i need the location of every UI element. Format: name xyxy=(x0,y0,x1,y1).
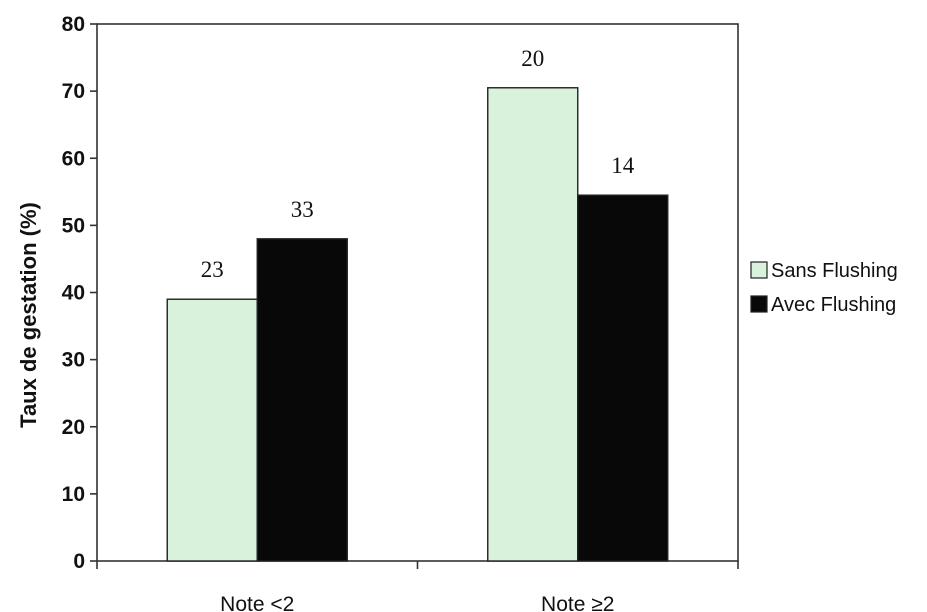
legend-swatch xyxy=(750,295,768,313)
bar-sans-flushing xyxy=(487,87,579,562)
data-label: 23 xyxy=(201,257,224,282)
data-labels: 23 33 20 14 xyxy=(201,46,635,282)
x-category-label: Note <2 xyxy=(220,593,294,612)
bars xyxy=(166,87,669,562)
y-tick-label: 20 xyxy=(62,416,85,439)
bar-sans-flushing xyxy=(166,298,258,562)
legend-swatch xyxy=(750,261,768,279)
y-tick-label: 10 xyxy=(62,483,85,506)
legend: Sans Flushing Avec Flushing xyxy=(750,260,898,316)
y-tick-label: 60 xyxy=(62,147,85,170)
x-axis: Note <2 Note ≥2 xyxy=(96,561,739,612)
y-tick-label: 50 xyxy=(62,214,85,237)
y-tick-label: 70 xyxy=(62,80,85,103)
y-axis-title: Taux de gestation (%) xyxy=(16,202,41,428)
data-label: 14 xyxy=(611,153,635,178)
x-category-label: Note ≥2 xyxy=(541,593,614,612)
y-tick-label: 0 xyxy=(73,550,85,573)
bar-avec-flushing xyxy=(256,238,348,562)
data-label: 33 xyxy=(291,197,314,222)
bar-avec-flushing xyxy=(577,194,669,562)
y-tick-label: 40 xyxy=(62,282,85,305)
y-tick-label: 80 xyxy=(62,13,85,36)
data-label: 20 xyxy=(521,46,544,71)
legend-label: Sans Flushing xyxy=(771,260,898,282)
y-tick-label: 30 xyxy=(62,349,85,372)
legend-label: Avec Flushing xyxy=(771,294,896,316)
